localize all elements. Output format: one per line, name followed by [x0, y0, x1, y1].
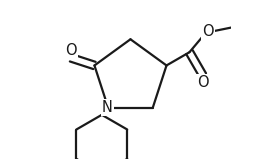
Text: O: O — [65, 43, 77, 58]
Text: O: O — [197, 75, 208, 90]
Text: O: O — [203, 24, 214, 39]
Text: N: N — [102, 100, 113, 115]
